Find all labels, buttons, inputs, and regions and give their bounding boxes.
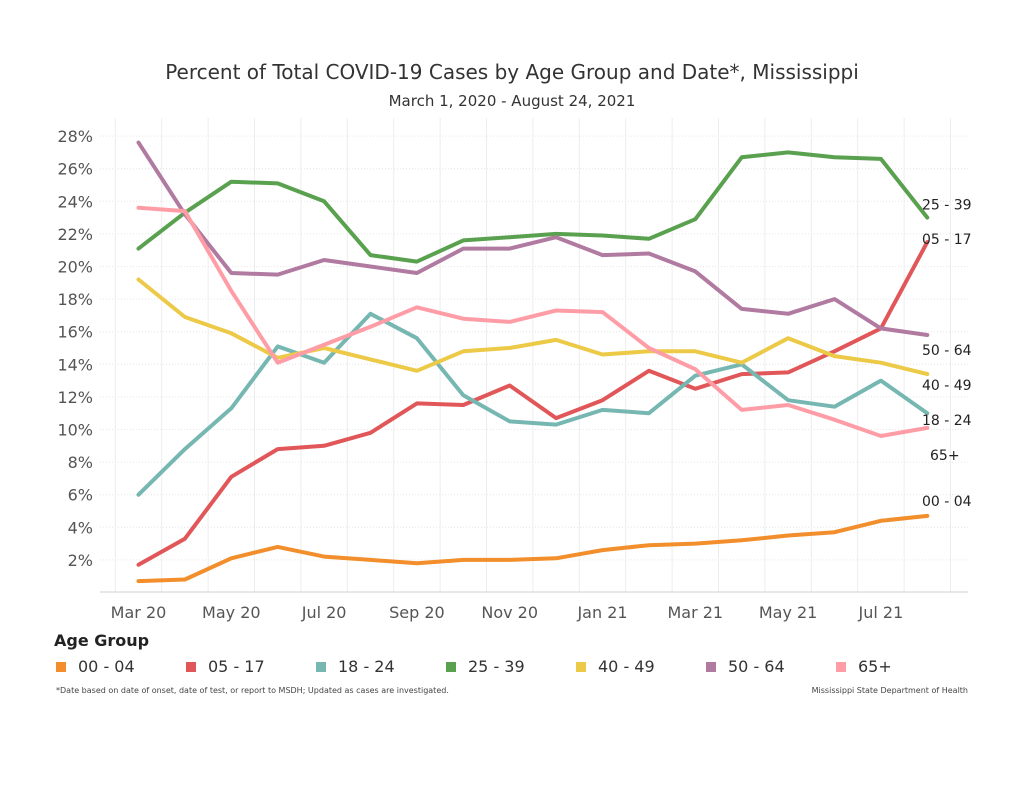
legend-item: 00 - 04	[56, 657, 135, 676]
legend-swatch	[56, 661, 66, 672]
y-tick-label: 22%	[57, 225, 93, 244]
x-tick-label: Nov 20	[481, 603, 538, 622]
y-tick-label: 12%	[57, 388, 93, 407]
legend-item: 25 - 39	[446, 657, 525, 676]
x-tick-label: Jul 20	[301, 603, 347, 622]
legend-label: 05 - 17	[208, 657, 265, 676]
series-line-65+	[136, 205, 930, 438]
x-tick-label: May 20	[202, 603, 261, 622]
y-tick-label: 6%	[68, 486, 93, 505]
end-label: 50 - 64	[922, 343, 972, 359]
y-tick-label: 28%	[57, 127, 93, 146]
chart-title: Percent of Total COVID-19 Cases by Age G…	[165, 60, 859, 84]
y-tick-label: 16%	[57, 323, 93, 342]
series-line-05-17	[136, 240, 930, 567]
legend-label: 00 - 04	[78, 657, 135, 676]
line-chart: 2% 4% 6% 8% 10% 12% 14% 16% 18% 20% 22% 24% 26% 28% Ma…	[57, 118, 972, 622]
legend-label: 50 - 64	[728, 657, 785, 676]
y-tick-label: 20%	[57, 258, 93, 277]
end-label: 65+	[930, 448, 960, 464]
y-tick-label: 4%	[68, 518, 93, 537]
legend-item: 40 - 49	[576, 657, 655, 676]
x-tick-label: Sep 20	[389, 603, 445, 622]
end-labels: 00 - 04 05 - 17 18 - 24 25 - 39 40 - 49 50 - …	[922, 198, 972, 510]
legend-title: Age Group	[54, 631, 150, 650]
series-line-18-24	[136, 311, 930, 497]
series-lines	[136, 140, 930, 584]
legend: 00 - 04 05 - 17 18 - 24 25 - 39 40 - 49 50 - …	[56, 657, 956, 679]
x-tick-label: Mar 21	[667, 603, 723, 622]
legend-item: 18 - 24	[316, 657, 395, 676]
y-tick-label: 8%	[68, 453, 93, 472]
end-label: 00 - 04	[922, 494, 972, 510]
legend-label: 18 - 24	[338, 657, 395, 676]
legend-label: 40 - 49	[598, 657, 655, 676]
legend-item: 50 - 64	[706, 657, 785, 676]
series-line-00-04	[136, 513, 930, 584]
x-tick-label: Mar 20	[111, 603, 167, 622]
legend-swatch	[316, 661, 326, 672]
gridlines	[100, 118, 968, 592]
chart-subtitle: March 1, 2020 - August 24, 2021	[388, 92, 636, 110]
y-tick-label: 14%	[57, 355, 93, 374]
legend-swatch	[836, 661, 846, 672]
y-tick-label: 18%	[57, 290, 93, 309]
legend-item: 05 - 17	[186, 657, 265, 676]
footnote: *Date based on date of onset, date of te…	[56, 686, 449, 695]
x-tick-label: May 21	[759, 603, 818, 622]
legend-label: 65+	[858, 657, 892, 676]
y-tick-label: 10%	[57, 421, 93, 440]
x-tick-label: Jan 21	[576, 603, 627, 622]
legend-swatch	[706, 661, 716, 672]
y-tick-label: 26%	[57, 160, 93, 179]
legend-swatch	[446, 661, 456, 672]
legend-label: 25 - 39	[468, 657, 525, 676]
end-label: 40 - 49	[922, 378, 972, 394]
source-credit: Mississippi State Department of Health	[811, 686, 968, 695]
legend-swatch	[576, 661, 586, 672]
legend-swatch	[186, 661, 196, 672]
axes: 2% 4% 6% 8% 10% 12% 14% 16% 18% 20% 22% 24% 26% 28% Ma…	[57, 127, 968, 622]
end-label: 25 - 39	[922, 198, 972, 214]
legend-item: 65+	[836, 657, 892, 676]
y-tick-label: 24%	[57, 192, 93, 211]
y-tick-label: 2%	[68, 551, 93, 570]
end-label: 05 - 17	[922, 232, 972, 248]
series-line-50-64	[136, 140, 930, 337]
end-label: 18 - 24	[922, 413, 972, 429]
series-line-25-39	[136, 150, 930, 264]
x-tick-label: Jul 21	[858, 603, 904, 622]
